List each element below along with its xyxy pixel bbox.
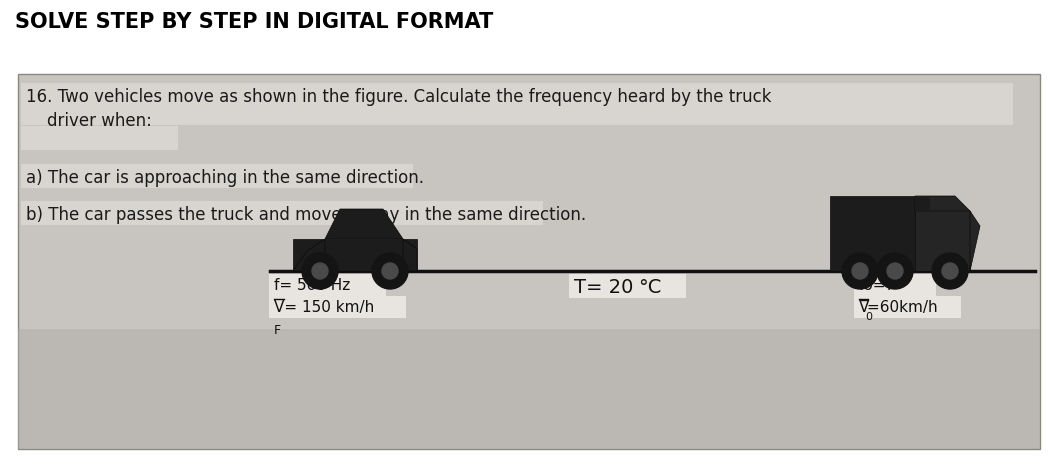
Circle shape — [877, 253, 913, 289]
Circle shape — [372, 253, 408, 289]
Bar — [830, 196, 915, 271]
Text: V= 150 km/h: V= 150 km/h — [274, 299, 375, 314]
FancyBboxPatch shape — [21, 165, 413, 189]
Circle shape — [842, 253, 878, 289]
FancyBboxPatch shape — [21, 127, 178, 151]
Text: °C: °C — [638, 277, 662, 297]
Bar — [294, 240, 417, 271]
Text: 16. Two vehicles move as shown in the figure. Calculate the frequency heard by t: 16. Two vehicles move as shown in the fi… — [26, 88, 771, 106]
Bar — [915, 196, 930, 212]
Circle shape — [932, 253, 968, 289]
Circle shape — [312, 263, 328, 280]
FancyBboxPatch shape — [569, 274, 686, 298]
Text: 0: 0 — [865, 311, 872, 321]
FancyBboxPatch shape — [854, 274, 936, 297]
Text: driver when:: driver when: — [26, 112, 151, 130]
Polygon shape — [970, 212, 980, 271]
Text: V: V — [859, 299, 869, 314]
Circle shape — [382, 263, 398, 280]
Polygon shape — [325, 210, 403, 240]
Bar — [18, 75, 1040, 449]
Bar — [915, 212, 970, 271]
Text: fo=?: fo=? — [859, 277, 894, 292]
Polygon shape — [403, 240, 417, 271]
Text: b) The car passes the truck and moves away in the same direction.: b) The car passes the truck and moves aw… — [26, 206, 586, 224]
Text: T= 20: T= 20 — [574, 277, 633, 297]
Text: F: F — [274, 323, 281, 336]
Text: ̅=60km/h: ̅=60km/h — [868, 299, 938, 314]
Circle shape — [302, 253, 338, 289]
FancyBboxPatch shape — [21, 202, 543, 225]
Text: SOLVE STEP BY STEP IN DIGITAL FORMAT: SOLVE STEP BY STEP IN DIGITAL FORMAT — [15, 12, 493, 32]
Text: f= 500 Hz: f= 500 Hz — [274, 277, 350, 292]
Polygon shape — [294, 240, 325, 271]
FancyBboxPatch shape — [269, 274, 386, 297]
Text: a) The car is approaching in the same direction.: a) The car is approaching in the same di… — [26, 168, 424, 187]
Bar — [18, 329, 1040, 449]
Circle shape — [942, 263, 958, 280]
Polygon shape — [915, 196, 970, 212]
Circle shape — [887, 263, 903, 280]
FancyBboxPatch shape — [269, 297, 406, 318]
Circle shape — [852, 263, 868, 280]
FancyBboxPatch shape — [21, 84, 1013, 126]
FancyBboxPatch shape — [854, 297, 960, 318]
